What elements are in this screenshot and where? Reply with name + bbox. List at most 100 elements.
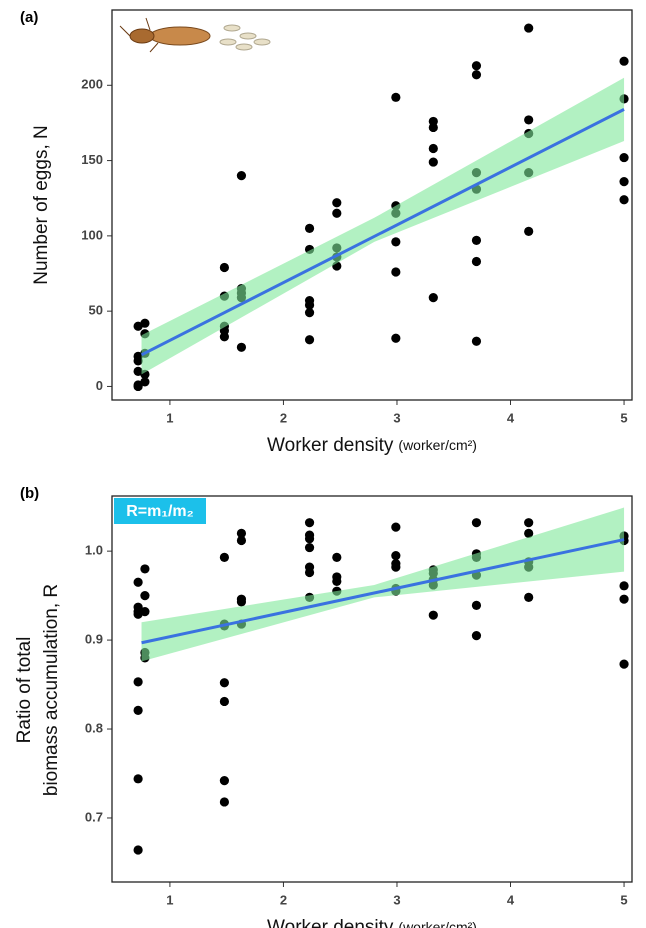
y-tick-label: 0.7 (85, 809, 103, 824)
point (304, 534, 315, 544)
point (236, 528, 247, 538)
y-tick-label: 1.0 (85, 543, 103, 558)
point (133, 356, 143, 366)
point (133, 677, 143, 687)
y-tick-label: 0.8 (85, 720, 103, 735)
y-tick-label: 150 (81, 152, 103, 167)
point (619, 56, 629, 66)
point (471, 518, 482, 528)
point (524, 115, 534, 125)
termite-icon (119, 17, 271, 53)
x-axis-label-text: Worker density (267, 435, 394, 456)
point (471, 235, 482, 245)
point (619, 177, 629, 187)
point (304, 567, 315, 578)
point (133, 381, 143, 392)
y-tick-label: 50 (89, 303, 103, 318)
fit-line (140, 108, 625, 357)
point (391, 92, 401, 102)
point (219, 332, 230, 342)
point (524, 592, 534, 602)
x-tick-label: 5 (620, 892, 627, 907)
point (304, 300, 315, 310)
point (391, 237, 401, 247)
x-tick-label: 1 (166, 892, 173, 907)
point (304, 542, 315, 553)
point (524, 518, 534, 528)
point (428, 293, 438, 303)
point (304, 518, 315, 528)
x-axis-label-unit: (worker/cm²) (398, 437, 477, 453)
point (140, 607, 150, 617)
x-tick-label: 2 (280, 892, 287, 907)
point (471, 256, 482, 267)
point (471, 631, 482, 641)
annotation-box (114, 498, 206, 524)
x-tick-label: 5 (620, 410, 627, 425)
point (219, 262, 230, 273)
point (219, 552, 230, 562)
y-tick-label: 200 (81, 77, 103, 92)
point (133, 845, 143, 855)
point (391, 267, 401, 277)
point (391, 562, 401, 572)
annotation: R=m₁/m₂ (126, 503, 194, 520)
y-axis-label: biomass accumulation, R (41, 584, 62, 796)
panel-label: (a) (20, 9, 38, 26)
point (133, 705, 143, 715)
point (619, 581, 629, 591)
point (219, 797, 230, 807)
confidence-band (141, 507, 625, 662)
x-tick-label: 1 (166, 410, 173, 425)
y-tick-label: 0 (96, 378, 103, 393)
point (391, 522, 401, 532)
point (236, 171, 247, 181)
point (140, 377, 150, 387)
fit-line (141, 538, 625, 645)
point (219, 776, 230, 786)
point (219, 678, 230, 688)
point (428, 143, 438, 154)
plot-frame (111, 495, 633, 883)
point (140, 564, 150, 574)
x-axis-label: Worker density (worker/cm²) (267, 917, 477, 928)
point (332, 552, 342, 562)
point (332, 208, 342, 218)
x-tick-label: 3 (393, 410, 400, 425)
point (524, 528, 534, 538)
x-axis-label: Worker density (worker/cm²) (267, 435, 477, 456)
point (524, 23, 534, 33)
point (428, 610, 438, 620)
x-tick-label: 3 (393, 892, 400, 907)
x-tick-label: 4 (507, 892, 515, 907)
point (619, 594, 629, 604)
point (391, 550, 401, 561)
point (140, 318, 150, 328)
x-tick-label: 4 (507, 410, 515, 425)
point (471, 600, 482, 610)
y-tick-label: 0.9 (85, 632, 103, 647)
point (332, 198, 342, 208)
plot-frame (111, 9, 633, 401)
point (236, 597, 247, 607)
point (428, 157, 438, 167)
point (619, 152, 629, 163)
point (133, 577, 143, 587)
point (471, 70, 482, 80)
x-axis-label-text: Worker density (267, 917, 394, 928)
point (524, 226, 534, 236)
point (236, 342, 247, 352)
x-axis-label-unit: (worker/cm²) (398, 919, 477, 928)
point (619, 195, 629, 205)
y-axis-label: Number of eggs, N (31, 125, 52, 284)
point (236, 535, 247, 546)
point (219, 696, 230, 707)
point (133, 774, 143, 784)
panel-label: (b) (20, 485, 39, 502)
point (619, 659, 629, 669)
point (428, 122, 438, 133)
point (304, 223, 315, 233)
y-tick-label: 100 (81, 227, 103, 242)
point (471, 336, 482, 346)
